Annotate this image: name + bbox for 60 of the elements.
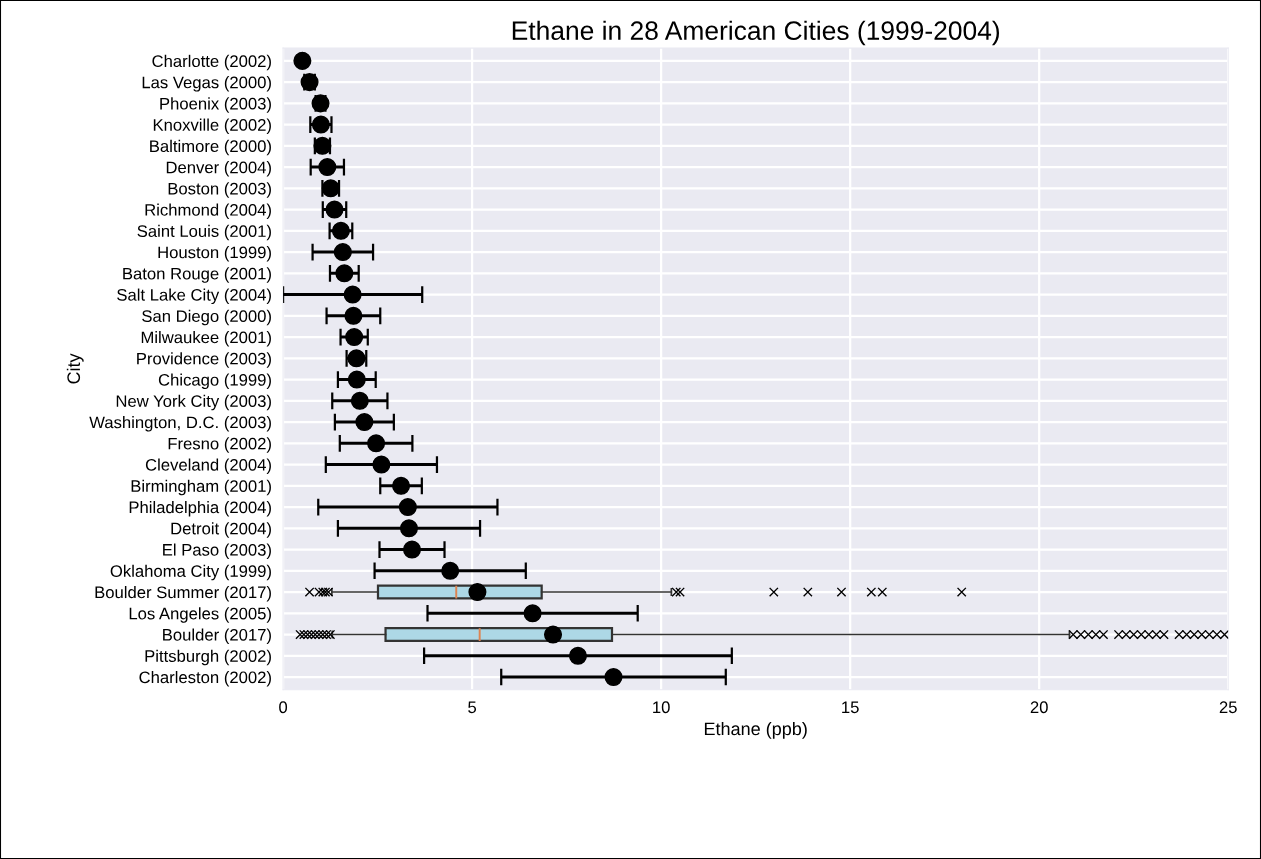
y-tick-label: Providence (2003) [137,352,271,368]
y-tick-label: Las Vegas (2000) [142,76,271,92]
point [568,646,588,665]
point [468,583,487,602]
y-tick-label: Phoenix (2003) [160,97,271,113]
y-tick-label: Chicago (1999) [158,373,271,390]
y-tick-label: New York City (2003) [116,394,271,411]
point [372,455,391,474]
point [367,434,386,453]
y-tick-label: Boulder Summer (2017) [95,586,271,602]
y-tick-label: Richmond (2004) [145,203,271,220]
point [398,498,417,517]
y-tick-label: Denver (2004) [166,161,271,177]
x-tick-label: 15 [842,701,859,714]
y-tick-label: Baltimore (2000) [150,139,271,156]
y-tick-label: Salt Lake City (2004) [117,288,271,305]
y-tick-label: Charlotte (2002) [152,54,271,71]
y-tick-label: San Diego (2000) [142,309,271,326]
y-tick-label: Birmingham (2001) [131,479,271,496]
y-tick-label: Saint Louis (2001) [137,224,271,241]
x-axis-title: Ethane (ppb) [704,721,807,739]
point [402,540,422,559]
y-tick-label: Houston (1999) [158,246,271,262]
point [392,476,411,495]
y-tick-label: Los Angeles (2005) [129,607,271,623]
y-axis-title: City [66,353,84,384]
y-tick-label: Washington, D.C. (2003) [89,416,271,432]
point [355,413,374,432]
point [604,668,623,687]
point [335,264,354,283]
y-tick-label: Fresno (2002) [168,437,271,453]
point [343,285,362,304]
x-tick-label: 5 [468,701,477,714]
x-tick-label: 20 [1030,701,1048,714]
y-tick-label: Milwaukee (2001) [141,331,271,347]
point [441,561,460,580]
y-tick-label: Pittsburgh (2002) [145,649,271,666]
point [318,158,337,177]
y-tick-label: Boulder (2017) [163,628,271,645]
y-tick-label: Charleston (2002) [139,670,271,687]
y-tick-label: El Paso (2003) [163,543,271,560]
point [399,519,419,538]
x-tick-label: 0 [279,701,288,714]
y-tick-label: Cleveland (2004) [145,458,271,475]
point [333,243,352,262]
y-tick-label: Detroit (2004) [171,522,271,538]
point [523,604,542,623]
y-tick-label: Philadelphia (2004) [129,501,271,517]
y-tick-label: Baton Rouge (2001) [123,267,271,283]
point [543,625,563,644]
y-tick-label: Oklahoma City (1999) [110,564,271,581]
y-tick-label: Boston (2003) [168,182,271,198]
x-tick-label: 25 [1219,701,1237,714]
x-tick-label: 10 [653,701,670,714]
point [350,391,369,410]
point [344,306,363,325]
point [345,328,364,347]
y-tick-label: Knoxville (2002) [153,118,271,135]
point [347,370,366,389]
chart-title: Ethane in 28 American Cities (1999-2004) [512,20,1000,46]
